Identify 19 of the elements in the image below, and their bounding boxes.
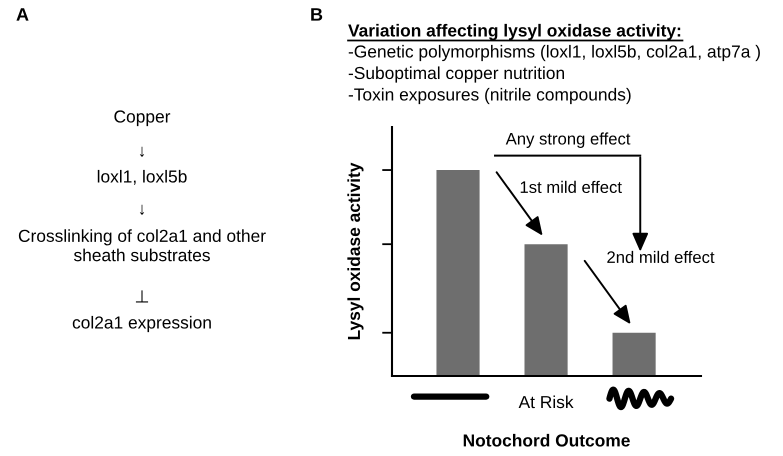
- x-axis-title: Notochord Outcome: [464, 434, 630, 447]
- text: loxl1, loxl5b: [98, 170, 187, 185]
- text: -Toxin exposures (nitrile compounds): [348, 88, 631, 104]
- annotation: 2nd mild effect: [607, 250, 714, 264]
- x-tick-label: At Risk: [518, 395, 574, 408]
- text: Crosslinking of col2a1 and other sheath substrates: [18, 229, 266, 262]
- text: col2a1 expression: [72, 316, 211, 332]
- text: ⊥: [136, 290, 148, 302]
- text: -Suboptimal copper nutrition: [348, 66, 564, 83]
- text: -Genetic polymorphisms (loxl1, loxl5b, col2a1, atp7a ): [348, 44, 760, 62]
- text: ↓: [140, 146, 144, 158]
- text: A: [16, 8, 29, 21]
- text: ↓: [140, 204, 144, 216]
- chart-title: B: [311, 8, 322, 21]
- text: Copper: [114, 110, 170, 126]
- text: Any strong effect: [506, 132, 630, 148]
- y-axis-title: Lysyl oxidase activity: [347, 162, 364, 340]
- chart-subtitle: Variation affecting lysyl oxidase activity:: [348, 24, 680, 40]
- annotation: 1st mild effect: [520, 180, 622, 194]
